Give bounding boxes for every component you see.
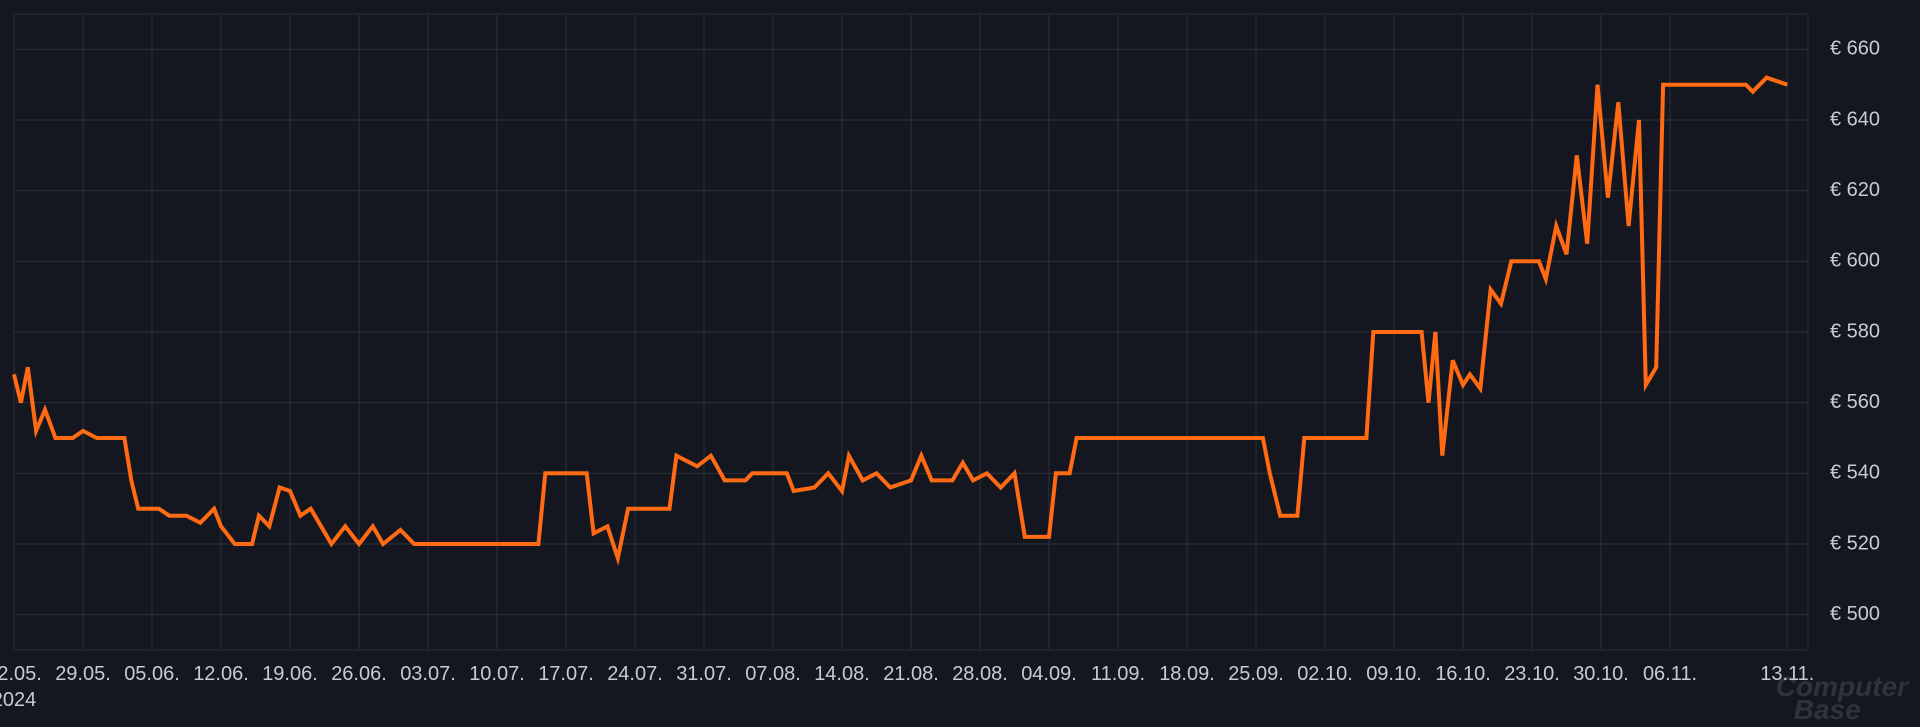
y-tick-label: € 640 — [1830, 108, 1880, 130]
x-tick-label: 29.05. — [55, 663, 111, 685]
y-tick-label: € 580 — [1830, 320, 1880, 342]
y-tick-label: € 600 — [1830, 250, 1880, 272]
x-tick-label: 07.08. — [745, 663, 801, 685]
x-tick-label: 10.07. — [469, 663, 525, 685]
x-tick-label: 05.06. — [124, 663, 180, 685]
x-tick-label: 09.10. — [1366, 663, 1422, 685]
x-tick-label: 18.09. — [1159, 663, 1215, 685]
chart-canvas: € 500 € 520 € 540 € 560 € 580 € 600 € 620 € 640… — [0, 0, 1920, 727]
x-tick-label: 23.10. — [1504, 663, 1560, 685]
x-year-label: 2024 — [0, 689, 36, 711]
x-tick-label: 16.10. — [1435, 663, 1491, 685]
x-tick-label: 25.09. — [1228, 663, 1284, 685]
x-tick-label: 14.08. — [814, 663, 870, 685]
y-tick-label: € 540 — [1830, 462, 1880, 484]
y-tick-label: € 520 — [1830, 532, 1880, 554]
x-tick-label: 17.07. — [538, 663, 594, 685]
x-tick-label: 03.07. — [400, 663, 456, 685]
y-tick-label: € 560 — [1830, 391, 1880, 413]
y-tick-label: € 660 — [1830, 38, 1880, 60]
x-tick-label: 02.10. — [1297, 663, 1353, 685]
x-tick-label: 19.06. — [262, 663, 318, 685]
x-tick-label: 30.10. — [1573, 663, 1629, 685]
x-tick-label: 24.07. — [607, 663, 663, 685]
x-tick-label: 26.06. — [331, 663, 387, 685]
price-chart: € 500 € 520 € 540 € 560 € 580 € 600 € 620 € 640… — [0, 0, 1920, 727]
y-tick-label: € 500 — [1830, 603, 1880, 625]
y-tick-label: € 620 — [1830, 179, 1880, 201]
x-tick-label: 06.11. — [1643, 663, 1697, 685]
x-tick-label: 28.08. — [952, 663, 1008, 685]
x-tick-label: 22.05. — [0, 663, 42, 685]
x-tick-label: 04.09. — [1021, 663, 1077, 685]
x-tick-label: 12.06. — [193, 663, 249, 685]
x-tick-label: 31.07. — [676, 663, 732, 685]
chart-bg — [0, 0, 1920, 727]
x-tick-label: 21.08. — [883, 663, 939, 685]
x-tick-label: 13.11. — [1760, 663, 1814, 685]
x-tick-label: 11.09. — [1091, 663, 1145, 685]
